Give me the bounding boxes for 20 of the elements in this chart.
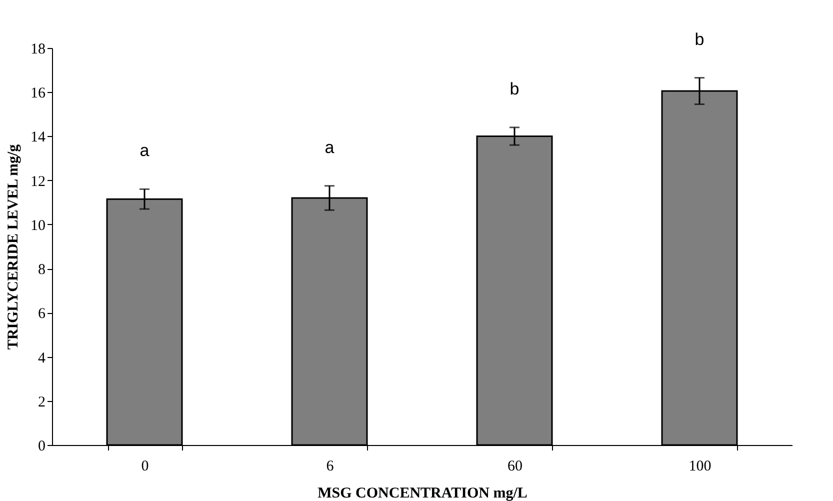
y-tick-label: 4 — [38, 350, 46, 366]
y-tick-label: 12 — [30, 174, 46, 190]
y-tick-label: 8 — [38, 262, 46, 278]
annotation: b — [510, 79, 520, 98]
y-tick-label: 10 — [30, 218, 46, 234]
y-tick-label: 18 — [30, 42, 46, 58]
annotation: a — [140, 141, 150, 160]
x-tick-label: 0 — [141, 458, 149, 474]
y-tick-label: 2 — [38, 394, 46, 410]
x-tick-label: 60 — [508, 458, 522, 474]
y-tick-label: 14 — [30, 130, 46, 146]
annotation: b — [694, 30, 704, 49]
x-tick-label: 6 — [326, 458, 334, 474]
x-tick-label: 100 — [688, 458, 712, 474]
y-tick-label: 0 — [38, 438, 46, 454]
y-tick-label: 6 — [38, 306, 46, 322]
annotation: a — [324, 138, 335, 157]
y-axis-title: TRIGLYCERIDE LEVEL mg/g — [6, 144, 22, 350]
x-axis-title: MSG CONCENTRATION mg/L — [318, 486, 528, 501]
y-tick-label: 16 — [30, 86, 46, 102]
